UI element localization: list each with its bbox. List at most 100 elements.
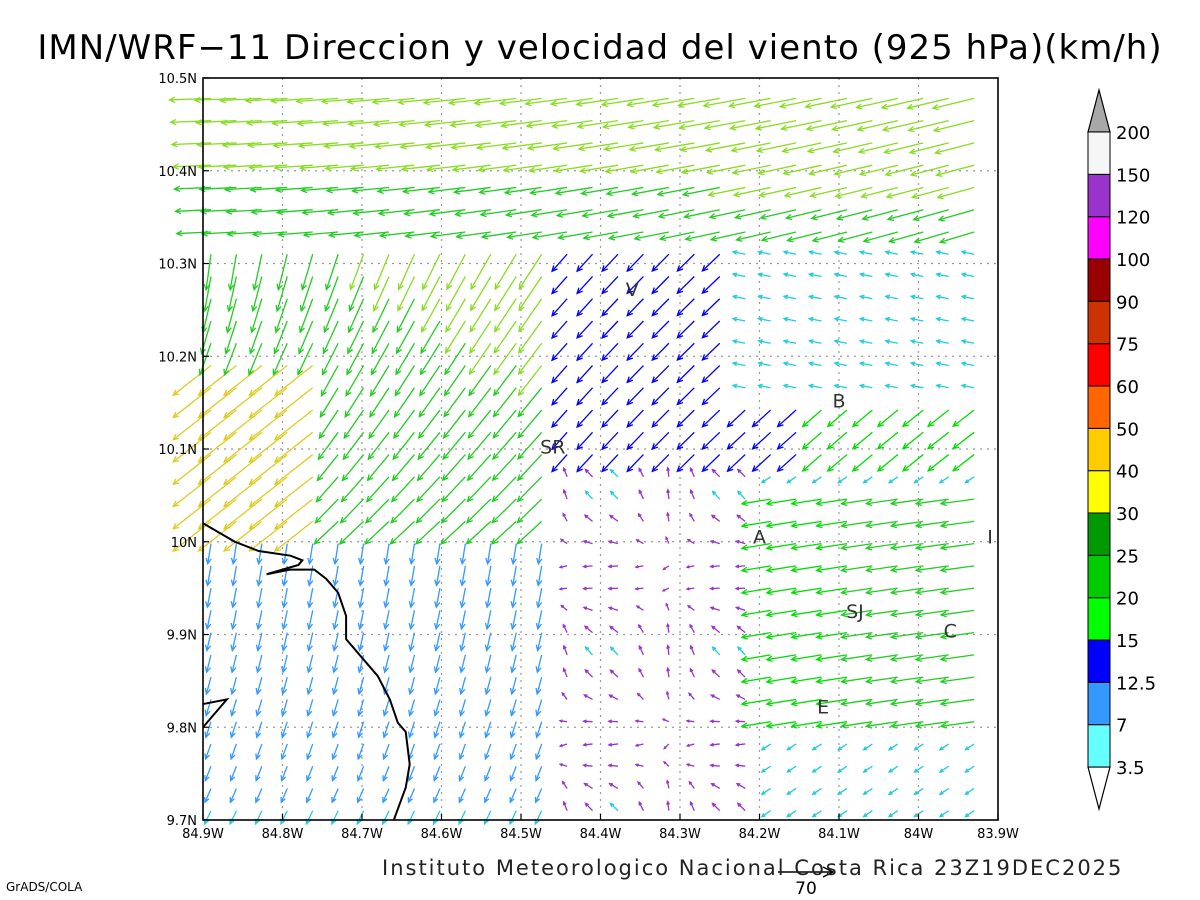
wind-arrow <box>493 320 517 354</box>
wind-arrow <box>273 520 314 552</box>
wind-arrow <box>331 765 339 782</box>
wind-arrow <box>626 431 644 451</box>
wind-arrow <box>913 810 924 818</box>
wind-arrow <box>701 298 721 317</box>
wind-arrow <box>740 698 771 707</box>
wind-arrow <box>443 365 466 397</box>
wind-arrow <box>807 294 822 300</box>
wind-arrow <box>607 719 619 724</box>
wind-arrow <box>551 342 568 362</box>
wind-arrow <box>678 120 720 131</box>
wind-arrow <box>734 606 746 612</box>
wind-arrow <box>909 272 924 278</box>
wind-arrow <box>348 142 390 150</box>
wind-arrow <box>909 361 924 367</box>
wind-arrow <box>710 694 721 701</box>
wind-arrow <box>490 520 517 545</box>
wind-arrow <box>605 186 644 197</box>
wind-arrow <box>172 431 212 463</box>
wind-arrow <box>223 343 237 377</box>
wind-arrow <box>608 625 619 634</box>
wind-arrow <box>839 654 873 662</box>
wind-arrow <box>914 654 949 662</box>
colorbar-box <box>1087 427 1111 472</box>
wind-arrow <box>638 467 645 478</box>
wind-arrow <box>938 787 950 796</box>
wind-arrow <box>731 272 746 278</box>
wind-arrow <box>393 409 415 440</box>
wind-arrow <box>834 186 873 199</box>
wind-arrow <box>491 498 517 524</box>
wind-arrow <box>280 765 288 782</box>
wind-arrow <box>938 743 950 751</box>
wind-arrow <box>518 253 543 291</box>
wind-arrow <box>701 431 721 450</box>
wind-arrow <box>349 253 365 291</box>
wind-arrow <box>331 788 339 804</box>
wind-arrow <box>357 721 365 739</box>
wind-arrow <box>804 97 848 110</box>
wind-arrow <box>230 610 238 631</box>
wind-arrow <box>782 294 797 300</box>
wind-arrow <box>580 186 619 196</box>
wind-arrow <box>935 250 949 255</box>
wind-arrow <box>676 276 695 295</box>
wind-arrow <box>608 514 619 522</box>
wind-arrow <box>651 454 670 473</box>
wind-arrow <box>551 298 568 317</box>
wind-arrow <box>415 498 441 524</box>
wind-arrow <box>408 654 416 674</box>
wind-arrow <box>889 654 924 662</box>
wind-arrow <box>277 231 313 238</box>
wind-arrow <box>396 298 416 334</box>
wind-arrow <box>662 760 670 767</box>
wind-arrow <box>459 588 466 609</box>
wind-arrow <box>826 431 848 450</box>
wind-arrow <box>357 676 365 696</box>
wind-arrow <box>876 409 899 428</box>
wind-arrow <box>395 342 416 376</box>
wind-arrow <box>306 632 314 652</box>
wind-arrow <box>711 802 721 812</box>
wind-arrow <box>422 97 466 106</box>
wind-arrow <box>836 231 873 243</box>
wind-arrow <box>833 164 873 177</box>
wind-arrow <box>914 676 949 685</box>
wind-arrow <box>535 654 543 674</box>
wind-arrow <box>858 272 873 278</box>
wind-arrow <box>836 765 848 773</box>
wind-arrow <box>576 120 619 130</box>
x-tick-label: 84.5W <box>500 827 542 842</box>
city-label: I <box>987 527 993 549</box>
wind-arrow <box>807 164 848 176</box>
wind-arrow <box>578 164 619 174</box>
wind-arrow <box>503 186 542 196</box>
wind-arrow <box>346 97 390 105</box>
wind-arrow <box>220 119 262 126</box>
wind-arrow <box>839 721 873 729</box>
wind-arrow <box>368 409 390 440</box>
wind-arrow <box>833 294 848 300</box>
wind-arrow <box>939 498 975 507</box>
colorbar-label: 50 <box>1116 419 1139 440</box>
coastline <box>202 522 411 821</box>
wind-arrow <box>740 609 771 618</box>
wind-arrow <box>193 96 237 104</box>
wind-arrow <box>757 383 771 389</box>
wind-arrow <box>223 186 262 193</box>
wind-arrow <box>757 250 771 255</box>
wind-arrow <box>419 342 441 376</box>
wind-arrow <box>204 721 212 739</box>
wind-arrow <box>938 476 950 484</box>
wind-arrow <box>535 743 543 761</box>
wind-arrow <box>494 276 517 312</box>
wind-arrow <box>325 254 339 291</box>
wind-arrow <box>205 588 212 609</box>
wind-arrow <box>626 365 644 384</box>
wind-arrow <box>535 721 543 739</box>
wind-arrow <box>444 342 466 376</box>
wind-arrow <box>862 765 873 773</box>
wind-arrow <box>498 97 542 107</box>
wind-arrow <box>807 383 822 389</box>
wind-arrow <box>731 316 746 322</box>
